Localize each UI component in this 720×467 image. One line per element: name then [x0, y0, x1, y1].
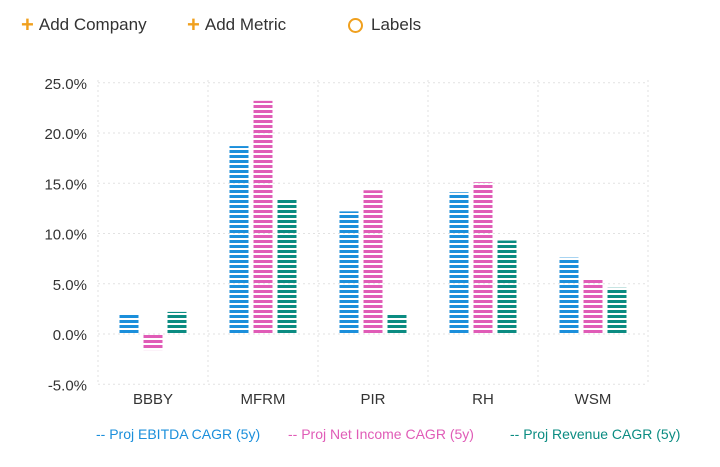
- bar-wsm-series-1[interactable]: [583, 278, 603, 334]
- chart-toolbar: + Add Company + Add Metric Labels: [0, 0, 720, 50]
- bar-wsm-series-2[interactable]: [607, 287, 627, 334]
- x-tick-label: MFRM: [241, 391, 286, 408]
- bar-mfrm-series-1[interactable]: [253, 100, 273, 334]
- x-tick-label: RH: [472, 391, 494, 408]
- labels-toggle[interactable]: Labels: [348, 13, 421, 37]
- bar-pir-series-1[interactable]: [363, 190, 383, 334]
- y-tick-label: 5.0%: [53, 277, 87, 294]
- bar-bbby-series-1[interactable]: [143, 334, 163, 351]
- x-tick-label: PIR: [360, 391, 385, 408]
- bar-rh-series-0[interactable]: [449, 192, 469, 334]
- y-tick-label: 25.0%: [44, 76, 87, 93]
- bar-chart: 25.0% 20.0% 15.0% 10.0% 5.0% 0.0% -5.0% BBBY MFR…: [44, 76, 649, 408]
- add-company-button[interactable]: + Add Company: [21, 13, 147, 37]
- plus-icon: +: [21, 12, 34, 37]
- y-tick-label: -5.0%: [48, 377, 87, 394]
- chart-legend: -- Proj EBITDA CAGR (5y) -- Proj Net Inco…: [0, 426, 720, 446]
- bar-pir-series-0[interactable]: [339, 211, 359, 334]
- legend-item-series-0[interactable]: -- Proj EBITDA CAGR (5y): [96, 426, 261, 442]
- bar-bbby-series-2[interactable]: [167, 311, 187, 334]
- bar-pir-series-2[interactable]: [387, 314, 407, 334]
- x-tick-label: BBBY: [133, 391, 173, 408]
- bar-mfrm-series-0[interactable]: [229, 146, 249, 334]
- labels-toggle-label: Labels: [371, 15, 422, 34]
- legend-item-series-1[interactable]: -- Proj Net Income CAGR (5y): [288, 426, 474, 442]
- add-company-label: Add Company: [38, 15, 147, 34]
- legend-item-series-2[interactable]: -- Proj Revenue CAGR (5y): [510, 426, 681, 442]
- add-metric-button[interactable]: + Add Metric: [187, 13, 286, 37]
- y-tick-label: 15.0%: [44, 176, 87, 193]
- y-tick-label: 10.0%: [44, 227, 87, 244]
- add-metric-label: Add Metric: [204, 15, 287, 34]
- bar-rh-series-1[interactable]: [473, 182, 493, 334]
- plus-icon: +: [187, 12, 200, 37]
- y-tick-label: 20.0%: [44, 126, 87, 143]
- bar-bbby-series-0[interactable]: [119, 314, 139, 334]
- x-tick-label: WSM: [575, 391, 612, 408]
- bar-mfrm-series-2[interactable]: [277, 198, 297, 334]
- bar-rh-series-2[interactable]: [497, 240, 517, 334]
- y-tick-label: 0.0%: [53, 327, 87, 344]
- radio-circle-icon: [348, 17, 363, 33]
- bar-wsm-series-0[interactable]: [559, 257, 579, 334]
